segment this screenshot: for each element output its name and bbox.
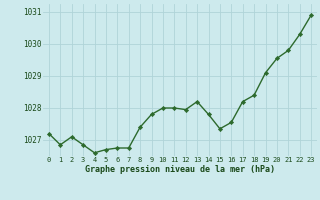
X-axis label: Graphe pression niveau de la mer (hPa): Graphe pression niveau de la mer (hPa) xyxy=(85,165,275,174)
